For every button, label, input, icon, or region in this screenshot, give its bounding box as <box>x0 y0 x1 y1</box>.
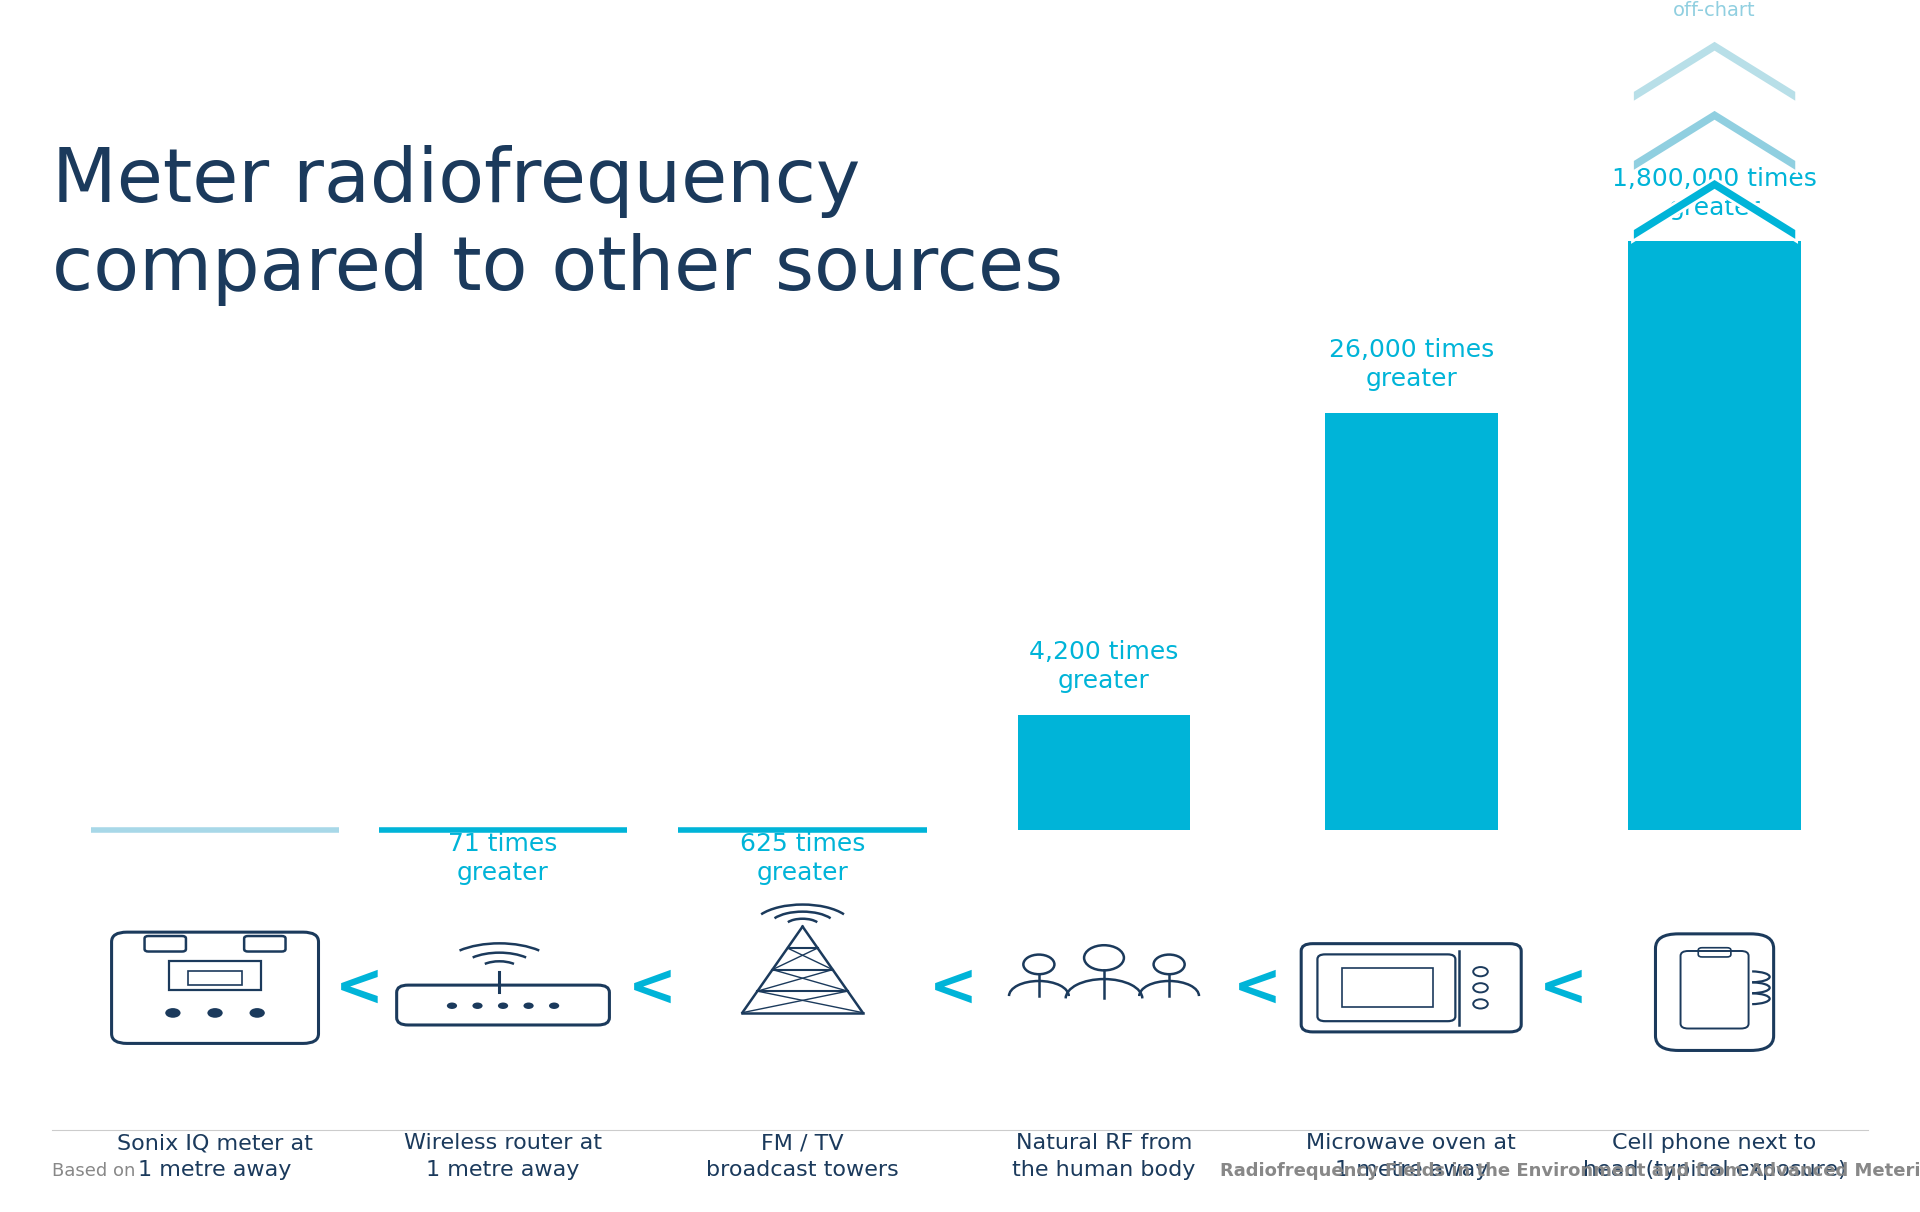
Text: Sonix IQ meter at
1 metre away: Sonix IQ meter at 1 metre away <box>117 1133 313 1179</box>
Text: Based on: Based on <box>52 1162 140 1180</box>
Text: <: < <box>929 959 977 1017</box>
Text: Wireless router at
1 metre away: Wireless router at 1 metre away <box>403 1133 603 1179</box>
Polygon shape <box>1632 109 1797 172</box>
Text: 4,200 times
greater: 4,200 times greater <box>1029 640 1179 693</box>
Text: <: < <box>334 959 384 1017</box>
Text: 26,000 times
greater: 26,000 times greater <box>1329 338 1494 391</box>
Text: Radiofrequency Fields in the Environment and from Advanced Metering Infrastructu: Radiofrequency Fields in the Environment… <box>1219 1162 1920 1180</box>
Text: 1,800,000 times
greater: 1,800,000 times greater <box>1613 167 1816 219</box>
Circle shape <box>207 1008 223 1018</box>
Text: Microwave oven at
1 metre away: Microwave oven at 1 metre away <box>1306 1133 1517 1179</box>
Circle shape <box>549 1002 559 1008</box>
Circle shape <box>497 1002 509 1008</box>
Polygon shape <box>1632 178 1797 241</box>
Bar <box>1325 413 1498 830</box>
Text: <: < <box>1233 959 1283 1017</box>
Text: Natural RF from
the human body: Natural RF from the human body <box>1012 1133 1196 1179</box>
Polygon shape <box>1632 40 1797 103</box>
Circle shape <box>165 1008 180 1018</box>
Circle shape <box>447 1002 457 1008</box>
Circle shape <box>524 1002 534 1008</box>
Text: FM / TV
broadcast towers: FM / TV broadcast towers <box>707 1133 899 1179</box>
Text: <: < <box>1538 959 1588 1017</box>
Text: Cell phone next to
head (typical exposure): Cell phone next to head (typical exposur… <box>1582 1133 1847 1179</box>
Circle shape <box>472 1002 482 1008</box>
Text: <: < <box>628 959 678 1017</box>
Bar <box>1018 715 1190 830</box>
Text: Meter radiofrequency
compared to other sources: Meter radiofrequency compared to other s… <box>52 145 1064 305</box>
Circle shape <box>250 1008 265 1018</box>
Text: 71 times
greater: 71 times greater <box>449 831 557 885</box>
Text: off-chart: off-chart <box>1672 0 1757 19</box>
Text: 625 times
greater: 625 times greater <box>739 831 866 885</box>
Bar <box>1628 241 1801 830</box>
